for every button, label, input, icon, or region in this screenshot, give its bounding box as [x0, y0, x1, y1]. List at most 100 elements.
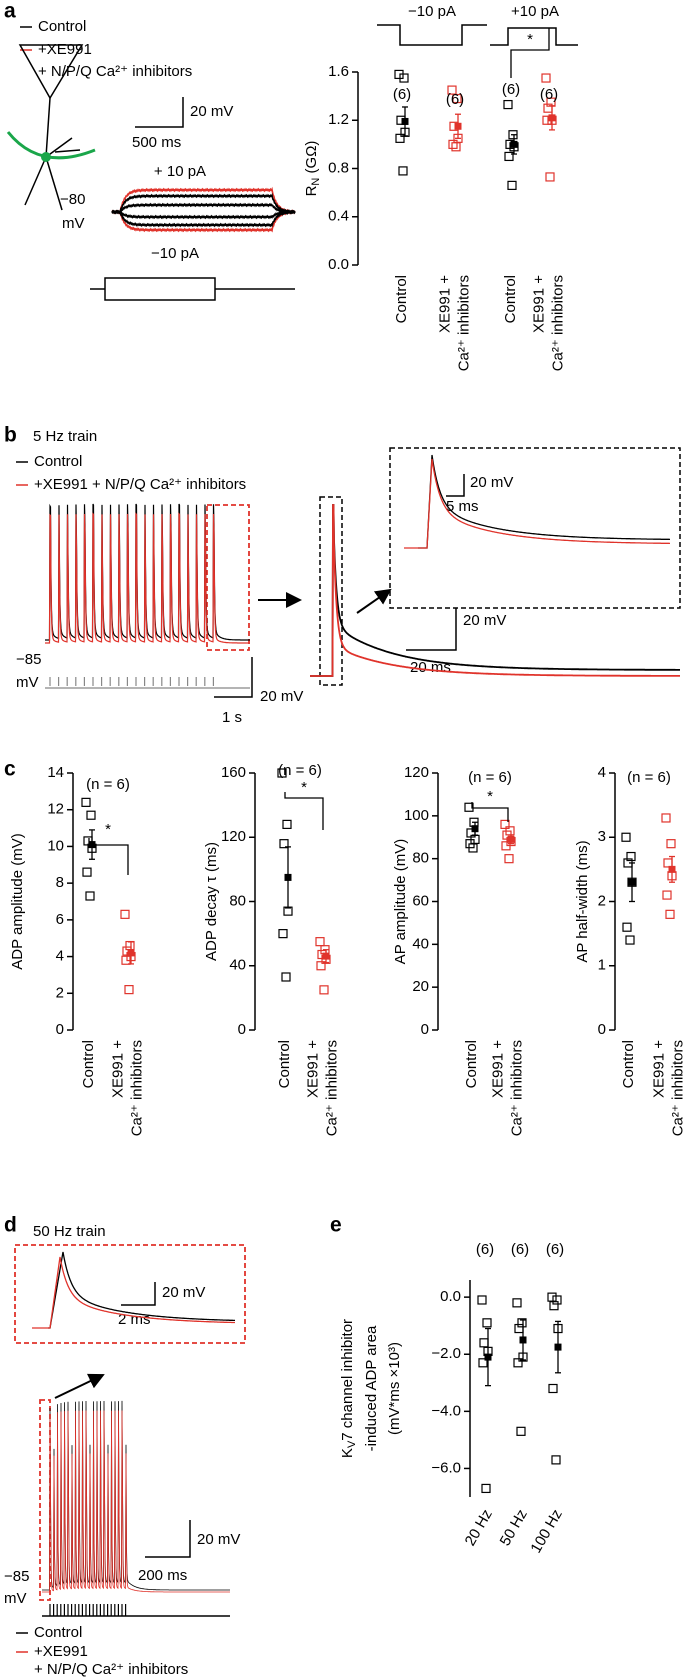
y-tick-label: 2 — [598, 892, 606, 909]
data-point — [121, 955, 131, 965]
scale-bar — [446, 474, 465, 497]
mean-marker — [548, 114, 556, 122]
n-label: (6) — [511, 1241, 529, 1258]
n-label: (6) — [476, 1241, 494, 1258]
y-axis-label-part: K — [339, 1448, 356, 1458]
trace — [111, 209, 296, 233]
y-tick-label: 60 — [412, 892, 429, 909]
scale-label: 20 mV — [190, 103, 233, 120]
data-point — [507, 180, 517, 190]
legend-text: +XE991 — [38, 41, 92, 58]
significance-label: * — [301, 779, 307, 796]
y-tick-label: −6.0 — [431, 1459, 461, 1476]
y-tick-label: 8 — [56, 874, 64, 891]
arrow — [54, 1373, 105, 1399]
y-tick-label: 4 — [598, 764, 606, 781]
y-axis-label-part: V — [346, 1440, 358, 1448]
data-point — [545, 172, 555, 182]
panel-label: e — [330, 1214, 342, 1237]
zoom-box — [206, 504, 250, 651]
trace — [45, 512, 250, 644]
y-axis-label-part: AP amplitude (mV) — [392, 839, 409, 965]
n-label: (6) — [446, 91, 464, 108]
trace — [111, 209, 296, 220]
scale-bar — [145, 1520, 191, 1558]
data-point — [481, 1483, 491, 1494]
y-tick-label: 1.6 — [328, 63, 349, 80]
data-point — [665, 909, 675, 919]
data-point — [514, 1323, 524, 1334]
legend-text: + N/P/Q Ca²⁺ inhibitors — [38, 63, 192, 80]
data-point — [281, 972, 291, 982]
data-point — [551, 1455, 561, 1465]
trace — [32, 1256, 235, 1329]
data-point — [464, 802, 474, 812]
data-point — [478, 1358, 488, 1368]
trace — [111, 202, 296, 215]
mean-marker — [322, 952, 330, 960]
data-point — [124, 985, 134, 995]
x-tick-label: 100 Hz — [527, 1506, 565, 1556]
scale-label: 200 ms — [138, 1567, 187, 1584]
trace-label: + 10 pA — [154, 163, 206, 180]
scale-label: 20 mV — [463, 612, 506, 629]
data-point — [663, 858, 673, 868]
mean-marker — [471, 825, 479, 833]
mean-marker — [484, 1353, 492, 1361]
trace — [42, 1410, 230, 1593]
scale-label: 20 mV — [470, 474, 513, 491]
mean-marker — [127, 949, 135, 957]
y-axis-label-part: ADP decay τ (ms) — [203, 842, 220, 961]
significance-label: * — [105, 821, 111, 838]
legend-text: + N/P/Q Ca²⁺ inhibitors — [34, 1661, 188, 1677]
scale-label: 20 mV — [162, 1284, 205, 1301]
trace-label: −10 pA — [151, 245, 199, 262]
legend-text: Control — [34, 1624, 82, 1641]
y-axis-label: AP half-width (ms) — [574, 840, 591, 962]
significance-bracket — [471, 802, 509, 822]
x-tick-label: Ca²⁺ inhibitors — [323, 1040, 340, 1136]
panel-label: d — [4, 1214, 17, 1237]
y-axis-label: ADP amplitude (mV) — [9, 833, 26, 969]
data-point — [666, 839, 676, 849]
data-point — [282, 819, 292, 830]
x-tick-label: Ca²⁺ inhibitors — [508, 1040, 525, 1136]
trace — [418, 454, 670, 549]
y-tick-label: 100 — [404, 807, 429, 824]
y-tick-label: 80 — [412, 850, 429, 867]
data-point — [278, 929, 288, 939]
scale-bar — [406, 608, 457, 651]
x-tick-label: Control — [393, 275, 410, 323]
protocol-label: −10 pA — [408, 3, 456, 20]
y-axis-label-part: (GΩ) — [303, 141, 320, 178]
mean-marker — [628, 878, 636, 886]
data-point — [512, 1298, 522, 1308]
mean-marker — [507, 835, 515, 843]
significance-label: * — [487, 788, 493, 805]
y-axis-label-part: (mV*ms ×10³) — [386, 1342, 403, 1435]
data-point — [452, 93, 462, 104]
n-label: (n = 6) — [278, 762, 322, 779]
panel-title: 5 Hz train — [33, 428, 97, 445]
data-point — [513, 1358, 523, 1368]
n-label: (6) — [546, 1241, 564, 1258]
data-point — [626, 851, 636, 862]
y-tick-label: 0 — [238, 1021, 246, 1038]
protocol — [490, 27, 578, 46]
n-label: (n = 6) — [86, 776, 130, 793]
mean-marker — [668, 865, 676, 873]
scale-label: 500 ms — [132, 134, 181, 151]
trace-label: mV — [4, 1590, 27, 1607]
data-point — [468, 843, 478, 853]
scale-bar — [135, 97, 184, 128]
n-label: (n = 6) — [627, 769, 671, 786]
trace — [310, 504, 680, 677]
data-point — [315, 937, 325, 947]
data-point — [277, 768, 287, 778]
trace — [48, 1251, 235, 1329]
y-tick-label: 120 — [404, 764, 429, 781]
data-point — [82, 867, 92, 877]
data-point — [548, 1383, 558, 1394]
